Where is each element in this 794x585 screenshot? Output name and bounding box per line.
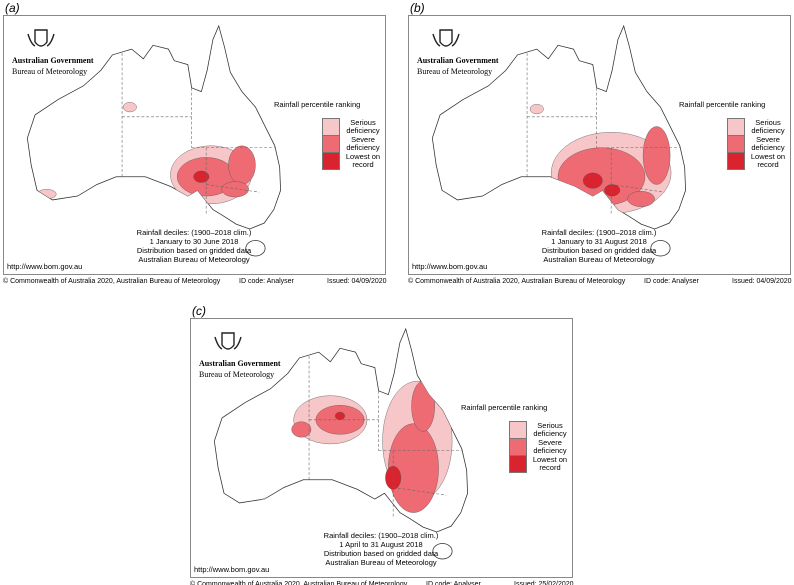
logo-line: Australian Government bbox=[417, 56, 499, 65]
australia-map bbox=[26, 24, 281, 257]
url: http://www.bom.gov.au bbox=[7, 262, 83, 271]
legend-label: Serious deficiency bbox=[533, 421, 567, 438]
map-panel: (b) Australian Government Bureau of Meteor… bbox=[408, 1, 792, 290]
crest bbox=[214, 332, 242, 350]
id-code: ID code: Analyser bbox=[644, 278, 699, 285]
map-panel: (a) Australian Government Bureau of Meteor… bbox=[3, 1, 387, 290]
legend-swatch bbox=[322, 118, 340, 136]
caption-line: Australian Bureau of Meteorology bbox=[543, 255, 655, 264]
legend-label: Severe deficiency bbox=[346, 135, 380, 152]
deficiency-area bbox=[582, 172, 603, 189]
australia-map bbox=[431, 24, 686, 257]
deficiency-area bbox=[411, 380, 435, 432]
caption-line: 1 January to 30 June 2018 bbox=[149, 237, 239, 246]
caption-line: 1 April to 31 August 2018 bbox=[339, 540, 423, 549]
logo-line: Bureau of Meteorology bbox=[199, 370, 275, 379]
legend-label: Serious deficiency bbox=[346, 118, 380, 135]
caption-line: Distribution based on gridded data bbox=[323, 549, 439, 558]
copyright: © Commonwealth of Australia 2020, Austra… bbox=[190, 581, 408, 585]
deficiency-area bbox=[36, 189, 57, 200]
tasmania bbox=[432, 543, 453, 560]
map-frame: Australian Government Bureau of Meteorolo… bbox=[3, 15, 386, 275]
deficiency-area bbox=[388, 423, 439, 513]
legend-label: Lowest on record bbox=[345, 152, 381, 169]
deficiency-area bbox=[529, 104, 544, 115]
tasmania bbox=[245, 240, 266, 257]
crest bbox=[432, 29, 460, 47]
panel-label: (b) bbox=[410, 1, 425, 15]
crest bbox=[27, 29, 55, 47]
logo-line: Australian Government bbox=[199, 359, 281, 368]
legend-label: Lowest on record bbox=[532, 455, 568, 472]
caption-line: Distribution based on gridded data bbox=[136, 246, 252, 255]
legend-label: Lowest on record bbox=[750, 152, 786, 169]
legend-swatch bbox=[727, 135, 745, 153]
legend-swatch bbox=[322, 152, 340, 170]
deficiency-area bbox=[604, 184, 621, 197]
caption-line: Australian Bureau of Meteorology bbox=[138, 255, 250, 264]
legend-swatch bbox=[727, 118, 745, 136]
caption-line: Rainfall deciles: (1900–2018 clim.) bbox=[323, 531, 439, 540]
deficiency-area bbox=[228, 145, 256, 185]
logo-line: Bureau of Meteorology bbox=[417, 67, 493, 76]
copyright: © Commonwealth of Australia 2020, Austra… bbox=[3, 278, 221, 285]
caption-line: Australian Bureau of Meteorology bbox=[325, 558, 437, 567]
deficiency-area bbox=[642, 126, 671, 185]
issued: Issued: 25/02/2020 bbox=[514, 581, 574, 585]
panel-label: (c) bbox=[192, 304, 206, 318]
legend-title: Rainfall percentile ranking bbox=[274, 100, 361, 109]
caption-line: Rainfall deciles: (1900–2018 clim.) bbox=[136, 228, 252, 237]
map-panel: (c) Australian Government Bureau of Meteor… bbox=[190, 304, 574, 585]
map-frame: Australian Government Bureau of Meteorolo… bbox=[408, 15, 791, 275]
caption-line: Distribution based on gridded data bbox=[541, 246, 657, 255]
panel-label: (a) bbox=[5, 1, 20, 15]
caption-line: Rainfall deciles: (1900–2018 clim.) bbox=[541, 228, 657, 237]
legend-swatch bbox=[509, 438, 527, 456]
legend-title: Rainfall percentile ranking bbox=[461, 403, 548, 412]
state-border bbox=[611, 184, 665, 193]
issued: Issued: 04/09/2020 bbox=[732, 278, 792, 285]
deficiency-area bbox=[291, 421, 312, 438]
deficiency-area bbox=[334, 411, 346, 420]
state-border bbox=[206, 184, 260, 193]
deficiency-area bbox=[627, 191, 655, 207]
australia-map bbox=[213, 327, 468, 560]
crest-shape bbox=[214, 332, 242, 350]
url: http://www.bom.gov.au bbox=[194, 565, 270, 574]
logo-line: Australian Government bbox=[12, 56, 94, 65]
url: http://www.bom.gov.au bbox=[412, 262, 488, 271]
state-border bbox=[393, 487, 447, 496]
legend-label: Severe deficiency bbox=[533, 438, 567, 455]
legend-swatch bbox=[509, 455, 527, 473]
tasmania bbox=[650, 240, 671, 257]
deficiency-area bbox=[221, 181, 249, 198]
logo-line: Bureau of Meteorology bbox=[12, 67, 88, 76]
legend-swatch bbox=[727, 152, 745, 170]
legend-swatch bbox=[509, 421, 527, 439]
legend-label: Severe deficiency bbox=[751, 135, 785, 152]
crest-shape bbox=[432, 29, 460, 47]
deficiency-area bbox=[254, 495, 314, 519]
deficiency-area bbox=[122, 102, 137, 113]
legend-title: Rainfall percentile ranking bbox=[679, 100, 766, 109]
crest-shape bbox=[27, 29, 55, 47]
map-frame: Australian Government Bureau of Meteorolo… bbox=[190, 318, 573, 578]
deficiency-area bbox=[193, 170, 210, 183]
legend-label: Serious deficiency bbox=[751, 118, 785, 135]
id-code: ID code: Analyser bbox=[426, 581, 481, 585]
caption-line: 1 January to 31 August 2018 bbox=[551, 237, 647, 246]
legend-swatch bbox=[322, 135, 340, 153]
issued: Issued: 04/09/2020 bbox=[327, 278, 387, 285]
id-code: ID code: Analyser bbox=[239, 278, 294, 285]
copyright: © Commonwealth of Australia 2020, Austra… bbox=[408, 278, 626, 285]
